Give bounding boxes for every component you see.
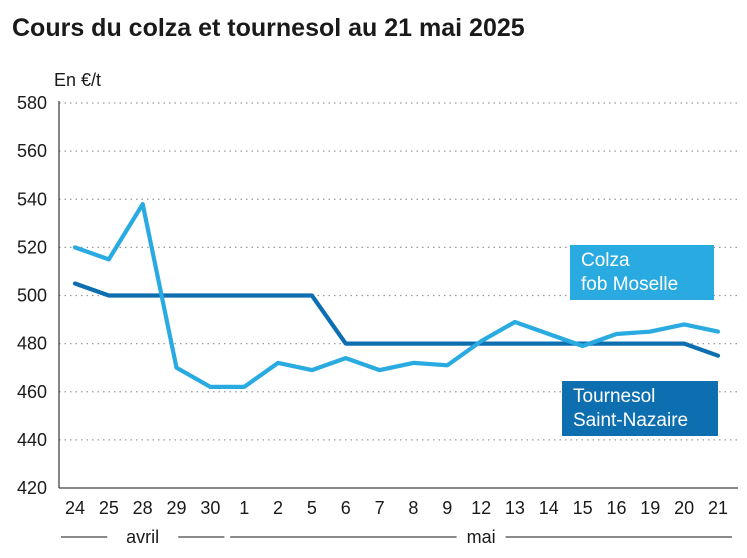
x-tick-label: 30	[200, 498, 220, 518]
x-tick-label: 9	[442, 498, 452, 518]
y-tick-label: 500	[17, 286, 47, 306]
x-axis: 24 25 28 29 30 1 2 5 6 7 8 9 12 13 14 15 16 19 20 21	[65, 498, 728, 518]
month-label: avril	[126, 527, 159, 547]
y-tick-label: 560	[17, 141, 47, 161]
y-tick-label: 580	[17, 93, 47, 113]
series-label-box	[562, 381, 718, 436]
series-label-tournesol: Tournesol Saint-Nazaire	[562, 381, 718, 436]
x-tick-label: 28	[133, 498, 153, 518]
y-tick-label: 520	[17, 237, 47, 257]
x-tick-label: 2	[273, 498, 283, 518]
series-line-colza	[72, 202, 721, 389]
y-axis: 420 440 460 480 500 520 540 560 580	[17, 93, 738, 498]
x-tick-label: 15	[573, 498, 593, 518]
x-tick-label: 12	[471, 498, 491, 518]
x-tick-label: 20	[674, 498, 694, 518]
x-tick-label: 7	[375, 498, 385, 518]
series-line-tournesol	[72, 281, 721, 358]
y-tick-label: 540	[17, 189, 47, 209]
y-tick-label: 440	[17, 430, 47, 450]
x-tick-label: 29	[167, 498, 187, 518]
x-tick-label: 1	[239, 498, 249, 518]
series-labels: Colza fob Moselle Tournesol Saint-Nazaire	[562, 245, 718, 436]
month-labels: avril mai	[61, 527, 732, 547]
x-tick-label: 25	[99, 498, 119, 518]
series-label-text: Tournesol	[573, 386, 655, 407]
y-tick-label: 480	[17, 334, 47, 354]
series-label-text: Saint-Nazaire	[573, 410, 688, 431]
x-tick-label: 16	[606, 498, 626, 518]
series-label-colza: Colza fob Moselle	[570, 245, 714, 300]
x-tick-label: 14	[539, 498, 559, 518]
series-lines	[72, 202, 721, 389]
x-tick-label: 24	[65, 498, 85, 518]
month-label: mai	[467, 527, 496, 547]
series-label-text: fob Moselle	[581, 274, 678, 295]
x-tick-label: 8	[408, 498, 418, 518]
y-tick-label: 460	[17, 382, 47, 402]
x-tick-label: 13	[505, 498, 525, 518]
series-label-text: Colza	[581, 250, 630, 271]
x-tick-label: 5	[307, 498, 317, 518]
series-label-box	[570, 245, 714, 300]
x-tick-label: 19	[640, 498, 660, 518]
chart-title: Cours du colza et tournesol au 21 mai 20…	[12, 14, 525, 42]
x-tick-label: 21	[708, 498, 728, 518]
y-tick-label: 420	[17, 478, 47, 498]
x-tick-label: 6	[341, 498, 351, 518]
y-axis-unit-label: En €/t	[54, 70, 101, 90]
